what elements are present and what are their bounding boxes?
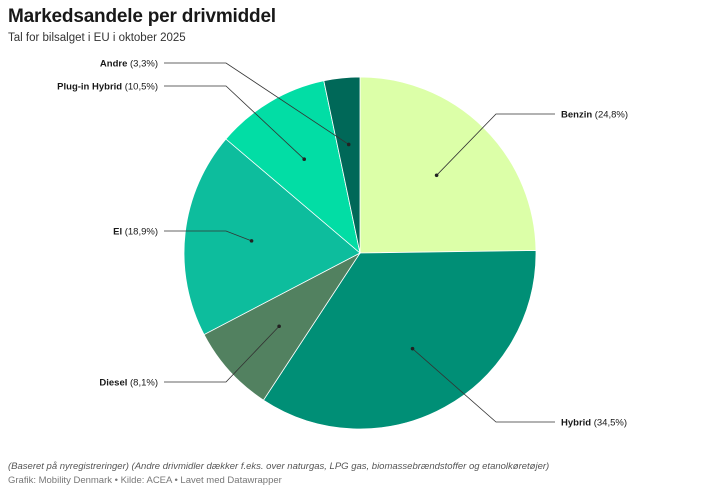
leader-dot-andre <box>346 142 351 147</box>
leader-dot-diesel <box>277 324 281 329</box>
leader-dot-el <box>249 239 254 243</box>
pie-slice-el[interactable] <box>183 138 361 336</box>
pie-slice-plug-in-hybrid[interactable] <box>225 80 361 255</box>
chart-title: Markedsandele per drivmiddel <box>8 6 276 27</box>
pie-slice-andre[interactable] <box>323 76 361 254</box>
slice-label-hybrid: Hybrid (34,5%) <box>561 418 627 429</box>
leader-dot-benzin <box>434 173 439 178</box>
pie-slice-hybrid[interactable] <box>262 250 537 430</box>
leader-line-andre <box>164 62 349 145</box>
slice-label-diesel: Diesel (8,1%) <box>99 378 158 389</box>
pie-slice-benzin[interactable] <box>359 76 537 254</box>
slice-label-plug-in-hybrid: Plug-in Hybrid (10,5%) <box>57 82 158 93</box>
slice-label-el: El (18,9%) <box>113 227 158 238</box>
leader-line-plug-in-hybrid <box>164 85 305 160</box>
pie-slice-diesel[interactable] <box>203 251 362 401</box>
leader-line-el <box>164 230 252 242</box>
leader-line-benzin <box>436 113 555 176</box>
pie-labels: Benzin (24,8%) Hybrid (34,5%) Diesel (8,1%… <box>57 59 628 429</box>
chart-notes: (Baseret på nyregistreringer) (Andre dri… <box>8 461 550 472</box>
leader-dot-hybrid <box>410 346 415 351</box>
slice-label-andre: Andre (3,3%) <box>100 59 158 70</box>
pie-slices <box>183 76 537 430</box>
leader-line-diesel <box>164 325 280 383</box>
leader-dot-plug-in-hybrid <box>302 157 307 162</box>
chart-byline: Grafik: Mobility Denmark • Kilde: ACEA •… <box>8 475 282 486</box>
leader-line-hybrid <box>412 348 555 423</box>
slice-label-benzin: Benzin (24,8%) <box>561 110 628 121</box>
chart-subtitle: Tal for bilsalget i EU i oktober 2025 <box>8 32 186 44</box>
